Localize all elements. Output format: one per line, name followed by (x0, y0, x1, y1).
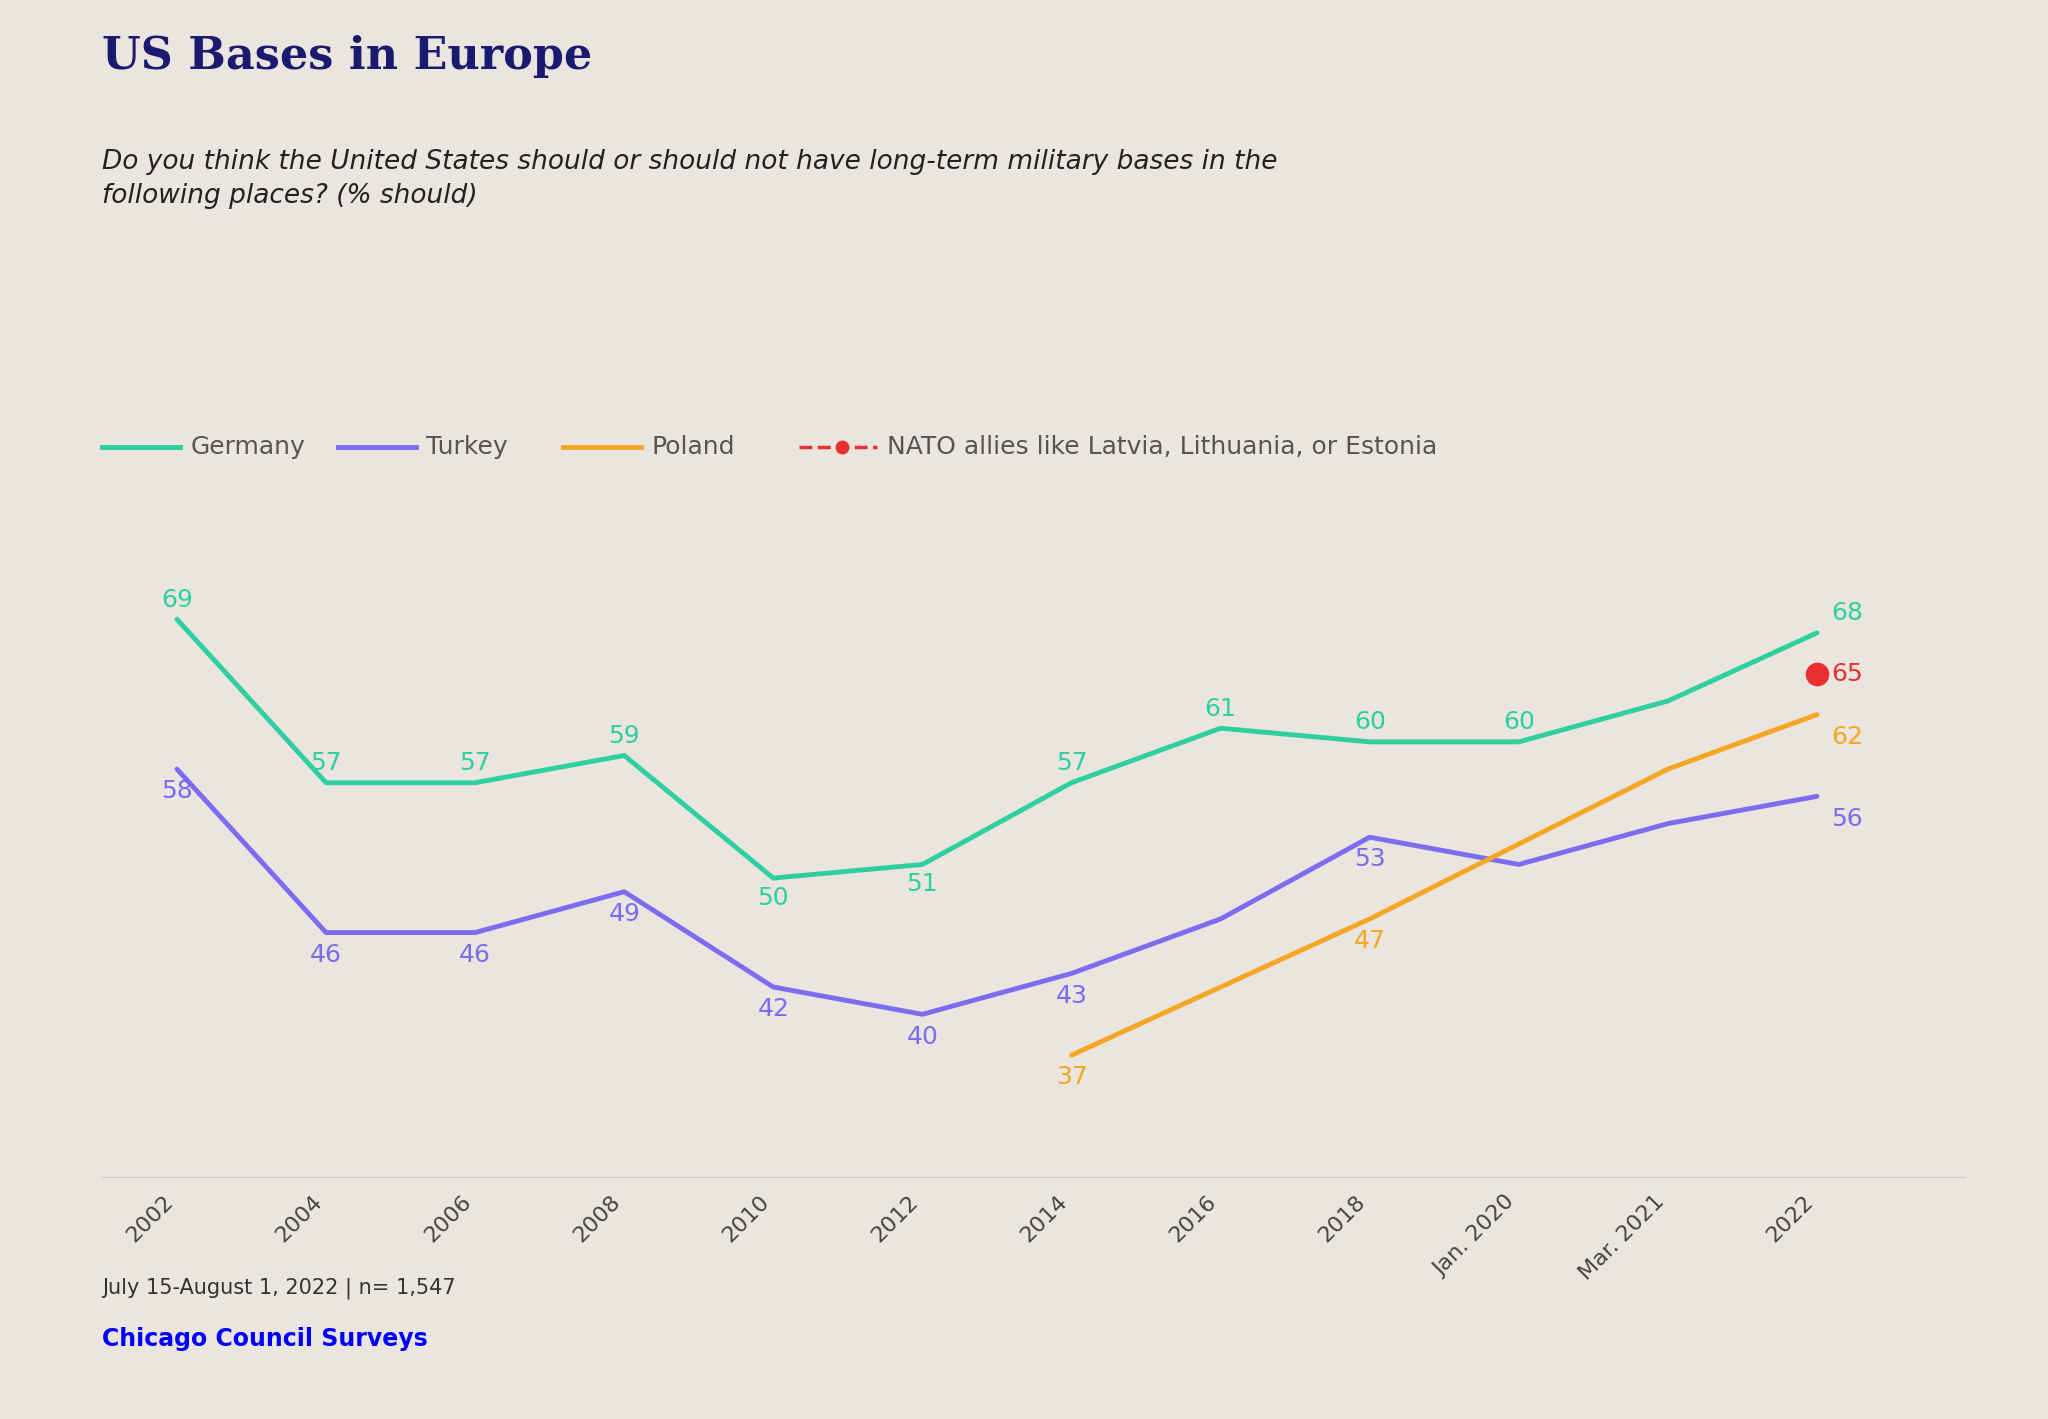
Text: Turkey: Turkey (426, 436, 508, 458)
Text: 46: 46 (309, 942, 342, 966)
Text: 49: 49 (608, 902, 641, 927)
Text: 57: 57 (309, 751, 342, 775)
Text: Poland: Poland (651, 436, 735, 458)
Text: 47: 47 (1354, 929, 1386, 954)
Text: 68: 68 (1831, 602, 1864, 626)
Text: 50: 50 (758, 885, 788, 910)
Text: NATO allies like Latvia, Lithuania, or Estonia: NATO allies like Latvia, Lithuania, or E… (887, 436, 1438, 458)
Text: 51: 51 (907, 871, 938, 895)
Text: Germany: Germany (190, 436, 305, 458)
Text: 60: 60 (1503, 711, 1534, 735)
Text: 61: 61 (1204, 697, 1237, 721)
Text: 62: 62 (1831, 725, 1864, 749)
Text: 58: 58 (162, 779, 193, 803)
Text: 59: 59 (608, 724, 641, 748)
Text: 42: 42 (758, 998, 788, 1022)
Text: 40: 40 (907, 1025, 938, 1049)
Text: 43: 43 (1055, 983, 1087, 1007)
Text: 69: 69 (162, 587, 193, 612)
Text: 57: 57 (1055, 751, 1087, 775)
Text: Do you think the United States should or should not have long-term military base: Do you think the United States should or… (102, 149, 1278, 209)
Text: 60: 60 (1354, 711, 1386, 735)
Text: July 15-August 1, 2022 | n= 1,547: July 15-August 1, 2022 | n= 1,547 (102, 1277, 457, 1298)
Text: US Bases in Europe: US Bases in Europe (102, 35, 592, 78)
Text: 37: 37 (1055, 1066, 1087, 1090)
Text: 56: 56 (1831, 806, 1862, 830)
Text: 65: 65 (1831, 661, 1862, 685)
Text: 46: 46 (459, 942, 492, 966)
Text: 53: 53 (1354, 847, 1386, 871)
Text: Chicago Council Surveys: Chicago Council Surveys (102, 1327, 428, 1351)
Text: 57: 57 (459, 751, 492, 775)
